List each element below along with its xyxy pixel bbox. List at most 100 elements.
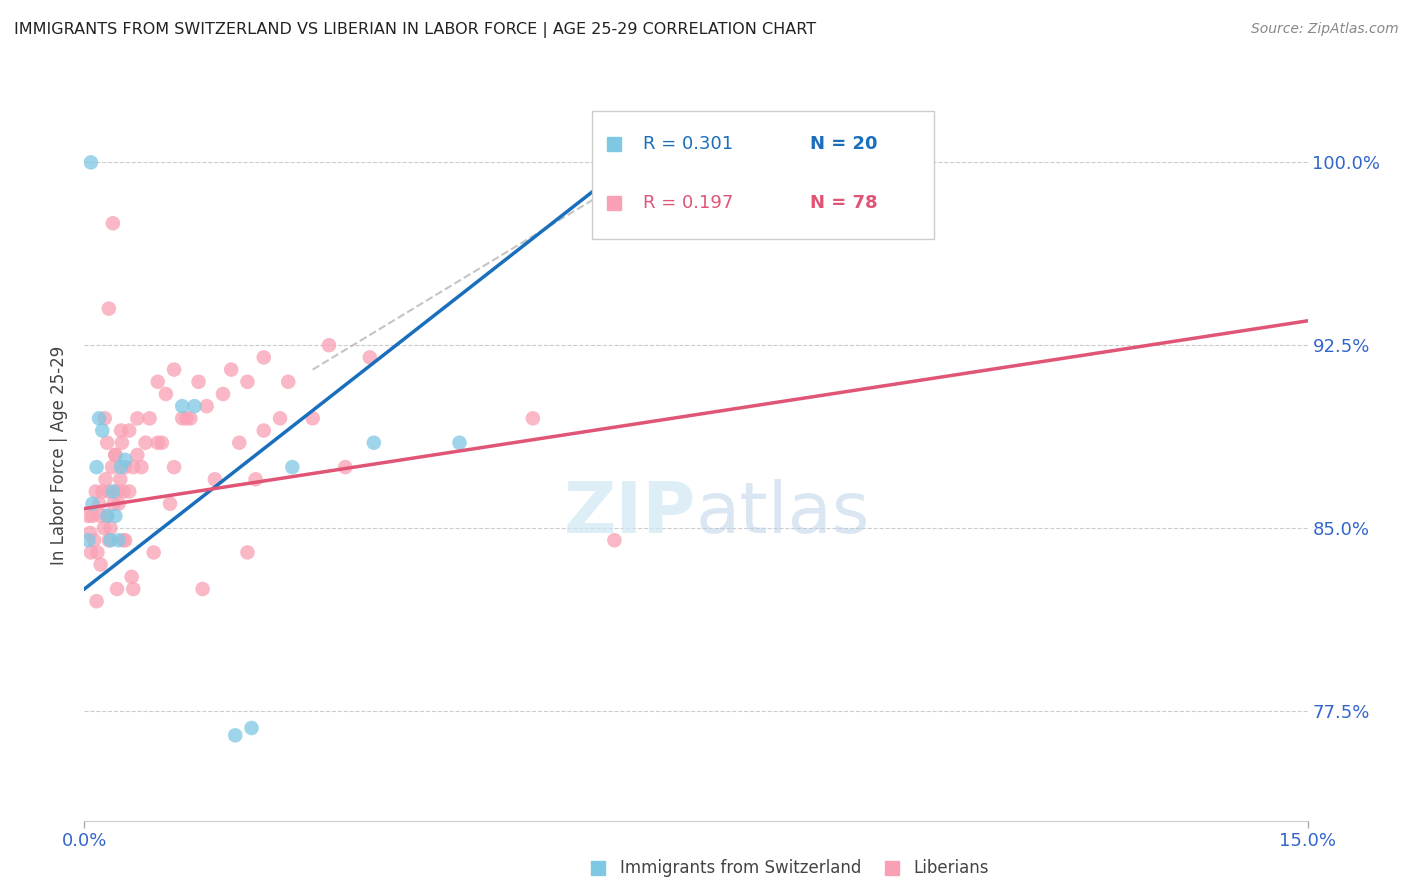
Point [105,582,128,596]
Point [725,155,748,169]
Point [97,533,120,548]
Point [236,375,259,389]
Point [90,558,112,572]
Point [110,424,132,438]
Point [87,411,110,425]
Point [253,424,276,438]
Text: Source: ZipAtlas.com: Source: ZipAtlas.com [1251,22,1399,37]
Point [101,216,124,230]
Point [114,533,136,548]
Text: R = 0.197: R = 0.197 [644,194,734,211]
Point [172,399,194,413]
Point [93,411,117,425]
Point [236,545,259,559]
Point [318,338,340,352]
Point [77,508,100,523]
Point [84,484,107,499]
Point [82,508,104,523]
Text: N = 20: N = 20 [810,135,877,153]
Point [104,508,127,523]
Point [301,411,323,425]
Point [118,424,141,438]
Point [103,497,125,511]
Point [174,411,197,425]
Point [114,452,136,467]
Point [83,533,105,548]
Point [104,448,127,462]
Point [112,533,135,548]
Point [118,484,141,499]
Point [110,460,132,475]
Point [172,411,194,425]
Point [90,508,112,523]
Point [96,508,118,523]
Point [105,484,128,499]
Point [195,399,218,413]
Point [101,460,124,475]
Point [150,435,173,450]
Text: ZIP: ZIP [564,479,696,548]
Point [191,582,214,596]
Point [100,533,122,548]
Point [97,301,120,316]
Point [224,728,246,742]
Point [79,525,101,540]
Point [277,375,299,389]
Point [122,582,145,596]
Text: IMMIGRANTS FROM SWITZERLAND VS LIBERIAN IN LABOR FORCE | AGE 25-29 CORRELATION C: IMMIGRANTS FROM SWITZERLAND VS LIBERIAN … [14,22,817,38]
Point [93,521,115,535]
Point [212,387,235,401]
Point [245,472,267,486]
Text: atlas: atlas [696,479,870,548]
Point [146,375,169,389]
Point [94,472,117,486]
Point [101,484,124,499]
Point [146,435,169,450]
Point [281,460,304,475]
Point [127,411,149,425]
Point [183,399,205,413]
Point [112,484,135,499]
Text: Immigrants from Switzerland: Immigrants from Switzerland [620,859,862,877]
Point [159,497,181,511]
Point [603,533,626,548]
Point [82,497,104,511]
Point [122,460,145,475]
Point [91,424,114,438]
Text: Liberians: Liberians [914,859,990,877]
Point [86,594,108,608]
Point [107,533,129,548]
Point [449,435,471,450]
Point [104,448,127,462]
Point [80,155,103,169]
Point [142,545,165,559]
Point [91,484,114,499]
Point [111,435,134,450]
Y-axis label: In Labor Force | Age 25-29: In Labor Force | Age 25-29 [51,345,69,565]
Point [135,435,157,450]
Point [131,460,153,475]
Point [269,411,291,425]
Point [240,721,263,735]
Point [77,533,100,548]
Point [86,545,108,559]
Point [138,411,160,425]
Point [100,521,122,535]
Point [155,387,177,401]
Point [86,460,108,475]
Point [179,411,201,425]
Point [97,484,120,499]
Point [110,472,132,486]
Point [114,460,136,475]
Point [107,497,129,511]
Point [121,570,143,584]
Point [359,351,381,365]
FancyBboxPatch shape [592,112,935,239]
Point [228,435,250,450]
Point [363,435,385,450]
Text: N = 78: N = 78 [810,194,877,211]
Point [187,375,209,389]
Text: R = 0.301: R = 0.301 [644,135,734,153]
Point [522,411,544,425]
Point [96,435,118,450]
